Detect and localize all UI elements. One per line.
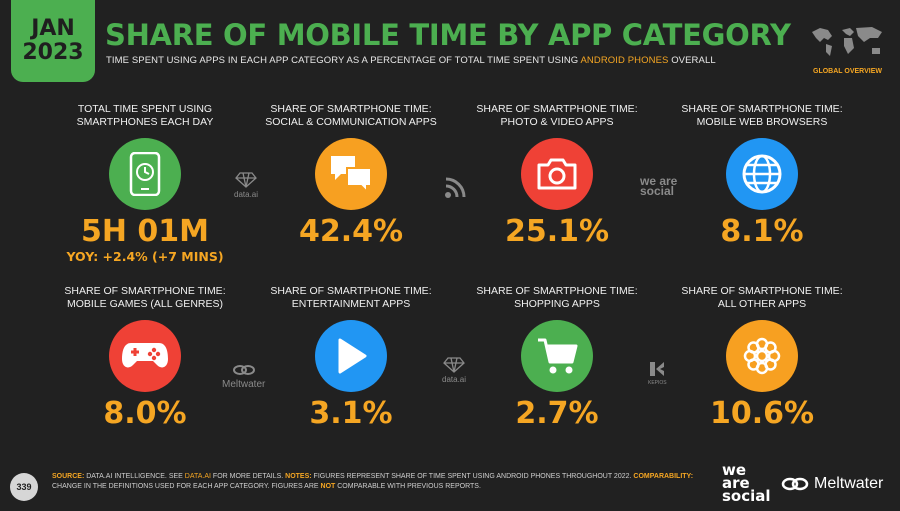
circle xyxy=(315,138,387,210)
meltwater-icon xyxy=(232,365,255,375)
subtitle-highlight: ANDROID PHONES xyxy=(580,55,669,66)
globe-icon xyxy=(742,154,782,194)
shopping-cart-icon xyxy=(538,338,578,374)
camera-icon xyxy=(537,158,577,190)
subtitle-text-end: OVERALL xyxy=(668,55,716,66)
date-badge: JAN 2023 xyxy=(11,0,95,82)
card-value: 10.6% xyxy=(709,396,815,431)
circle xyxy=(315,320,387,392)
meltwater-icon xyxy=(781,477,809,491)
card-label: SHARE OF SMARTPHONE TIME: MOBILE WEB BROW… xyxy=(681,103,843,128)
card-total-time: TOTAL TIME SPENT USING SMARTPHONES EACH D… xyxy=(50,103,240,264)
card-value: 8.1% xyxy=(720,214,804,249)
footer-notes: SOURCE: DATA.AI INTELLIGENCE. SEE DATA.A… xyxy=(52,473,694,490)
date-month: JAN xyxy=(31,16,75,41)
dataai-watermark: data.ai xyxy=(234,172,258,199)
card-value: 8.0% xyxy=(103,396,187,431)
circle xyxy=(726,320,798,392)
card-value: 2.7% xyxy=(515,396,599,431)
card-social: SHARE OF SMARTPHONE TIME: SOCIAL & COMMUN… xyxy=(256,103,446,249)
page-title: SHARE OF MOBILE TIME BY APP CATEGORY xyxy=(105,18,791,52)
card-label: SHARE OF SMARTPHONE TIME: PHOTO & VIDEO A… xyxy=(476,103,638,128)
card-label: TOTAL TIME SPENT USING SMARTPHONES EACH D… xyxy=(76,103,214,128)
card-other: SHARE OF SMARTPHONE TIME: ALL OTHER APPS … xyxy=(667,285,857,431)
card-value: 3.1% xyxy=(309,396,393,431)
circles-cluster-icon xyxy=(743,337,781,375)
card-label: SHARE OF SMARTPHONE TIME: ENTERTAINMENT A… xyxy=(270,285,432,310)
chat-bubbles-icon xyxy=(331,156,372,194)
world-map-icon xyxy=(812,27,882,56)
subtitle-text: TIME SPENT USING APPS IN EACH APP CATEGO… xyxy=(106,55,581,66)
circle xyxy=(109,320,181,392)
card-photo-video: SHARE OF SMARTPHONE TIME: PHOTO & VIDEO A… xyxy=(462,103,652,249)
circle xyxy=(521,320,593,392)
page-number: 339 xyxy=(10,473,38,501)
smartphone-clock-icon xyxy=(129,152,161,196)
card-value: 25.1% xyxy=(504,214,610,249)
card-label: SHARE OF SMARTPHONE TIME: ALL OTHER APPS xyxy=(681,285,843,310)
wearesocial-watermark: we are social xyxy=(640,174,678,198)
signal-logo-icon xyxy=(445,177,466,198)
card-label: SHARE OF SMARTPHONE TIME: SHOPPING APPS xyxy=(476,285,638,310)
play-icon xyxy=(338,338,367,374)
diamond-icon xyxy=(235,172,257,188)
circle xyxy=(726,138,798,210)
card-browsers: SHARE OF SMARTPHONE TIME: MOBILE WEB BROW… xyxy=(667,103,857,249)
card-label: SHARE OF SMARTPHONE TIME: MOBILE GAMES (A… xyxy=(64,285,226,310)
gamepad-icon xyxy=(122,343,168,368)
meltwater-logo: Meltwater xyxy=(780,475,883,493)
circle xyxy=(521,138,593,210)
card-value: 42.4% xyxy=(298,214,404,249)
card-games: SHARE OF SMARTPHONE TIME: MOBILE GAMES (A… xyxy=(50,285,240,431)
dataai-watermark-2: data.ai xyxy=(442,357,466,384)
card-label: SHARE OF SMARTPHONE TIME: SOCIAL & COMMUN… xyxy=(265,103,437,128)
we-are-social-logo: we are social xyxy=(722,461,771,505)
kepios-watermark: KEPIOS xyxy=(648,360,667,386)
source-link[interactable]: DATA.AI xyxy=(184,473,211,480)
diamond-icon xyxy=(443,357,465,373)
card-shopping: SHARE OF SMARTPHONE TIME: SHOPPING APPS 2… xyxy=(462,285,652,431)
card-entertainment: SHARE OF SMARTPHONE TIME: ENTERTAINMENT A… xyxy=(256,285,446,431)
global-overview-label: GLOBAL OVERVIEW xyxy=(813,68,882,75)
meltwater-watermark: Meltwater xyxy=(222,364,265,390)
card-yoy: YOY: +2.4% (+7 MINS) xyxy=(66,249,224,264)
circle xyxy=(109,138,181,210)
page-subtitle: TIME SPENT USING APPS IN EACH APP CATEGO… xyxy=(106,55,716,66)
date-year: 2023 xyxy=(22,40,84,65)
kepios-icon xyxy=(650,362,665,376)
card-value: 5H 01M xyxy=(80,214,210,249)
